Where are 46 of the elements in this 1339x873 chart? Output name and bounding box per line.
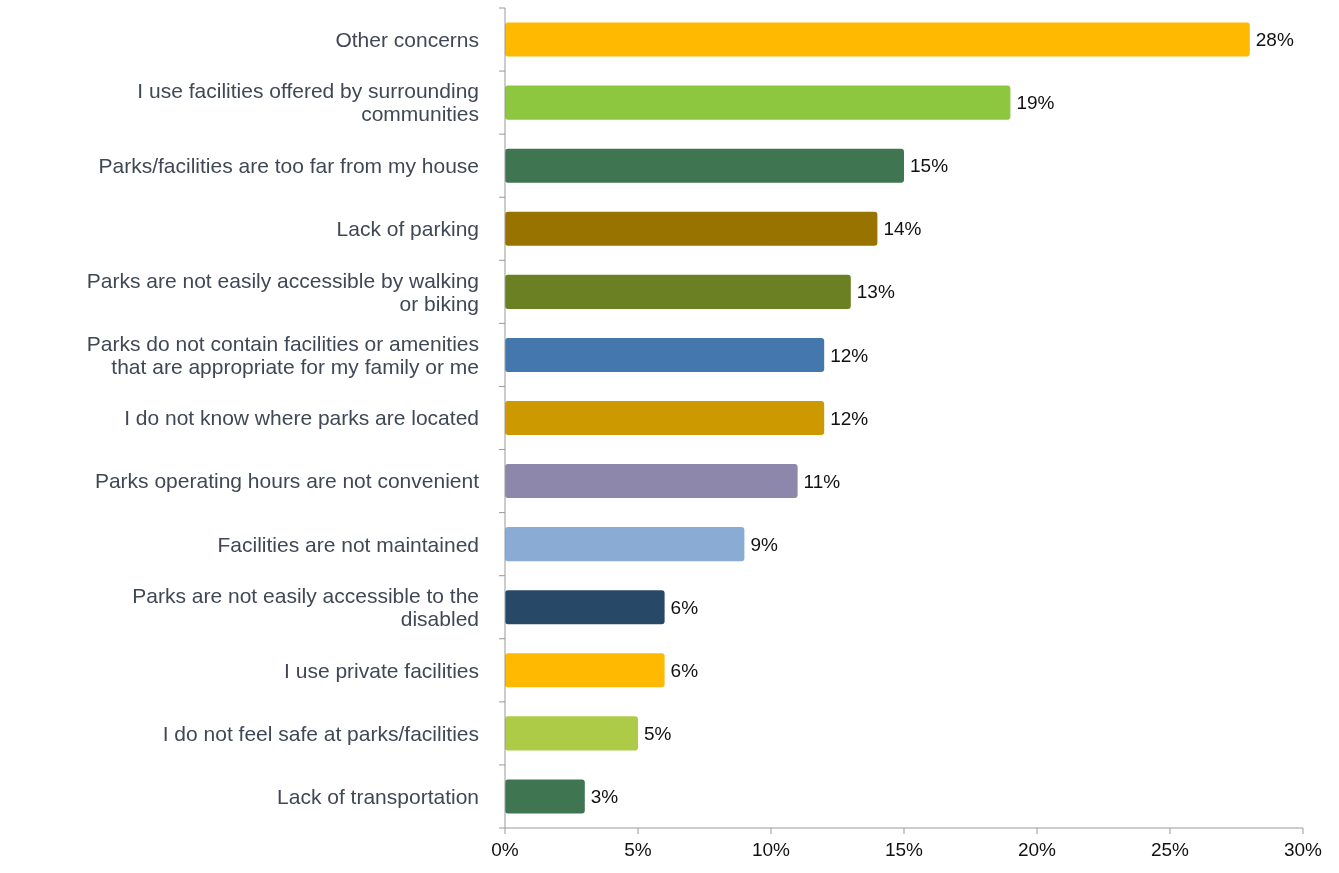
data-label: 11%	[803, 470, 841, 492]
y-tick-label: Parks operating hours are not convenient	[94, 469, 480, 493]
x-tick-label: 10%	[751, 839, 791, 860]
data-label: 19%	[1016, 92, 1055, 114]
bar	[505, 274, 851, 309]
x-tick-label: 5%	[624, 839, 652, 860]
y-tick-label: Lack of transportation	[277, 784, 479, 808]
data-label: 5%	[644, 723, 672, 745]
data-label: 12%	[830, 344, 869, 366]
data-label: 13%	[856, 281, 895, 303]
y-tick-label: I use private facilities	[284, 658, 479, 682]
x-tick-label: 15%	[884, 839, 924, 860]
bar	[505, 653, 665, 688]
data-label: 6%	[670, 596, 699, 618]
y-tick-label: I do not feel safe at parks/facilities	[162, 721, 479, 745]
data-label: 28%	[1255, 29, 1294, 51]
data-label: 9%	[750, 533, 778, 555]
data-label: 6%	[670, 659, 699, 681]
y-tick-label: Parks/facilities are too far from my house	[98, 154, 479, 178]
y-tick-label: Parks do not contain facilities or amenities that are appropriate for my family or me	[86, 331, 479, 378]
bar	[505, 464, 798, 499]
x-tick-label: 30%	[1283, 839, 1323, 860]
y-tick-label: Facilities are not maintained	[217, 532, 479, 556]
y-tick-label: Parks are not easily accessible by walking or biking	[86, 268, 479, 315]
bar	[505, 400, 825, 436]
data-label: 12%	[830, 407, 869, 429]
y-tick-label: Parks are not easily accessible to the disabled	[132, 584, 479, 631]
bar	[505, 211, 878, 246]
bar	[505, 337, 825, 372]
bar	[505, 716, 638, 751]
x-tick-label: 0%	[491, 839, 519, 860]
x-tick-label: 25%	[1150, 839, 1190, 860]
data-label: 15%	[910, 155, 949, 177]
data-label: 14%	[883, 218, 922, 240]
bar	[505, 779, 585, 814]
y-tick-label: Lack of parking	[336, 217, 479, 241]
y-tick-label: Other concerns	[335, 27, 479, 51]
bar	[505, 85, 1011, 120]
bar	[505, 22, 1250, 57]
bar	[505, 148, 904, 183]
y-tick-label: I do not know where parks are located	[124, 406, 479, 430]
bar	[505, 590, 665, 625]
x-tick-label: 20%	[1017, 839, 1057, 860]
data-label: 3%	[590, 786, 619, 808]
bar	[505, 527, 745, 562]
y-tick-label: I use facilities offered by surrounding communities	[137, 79, 479, 126]
